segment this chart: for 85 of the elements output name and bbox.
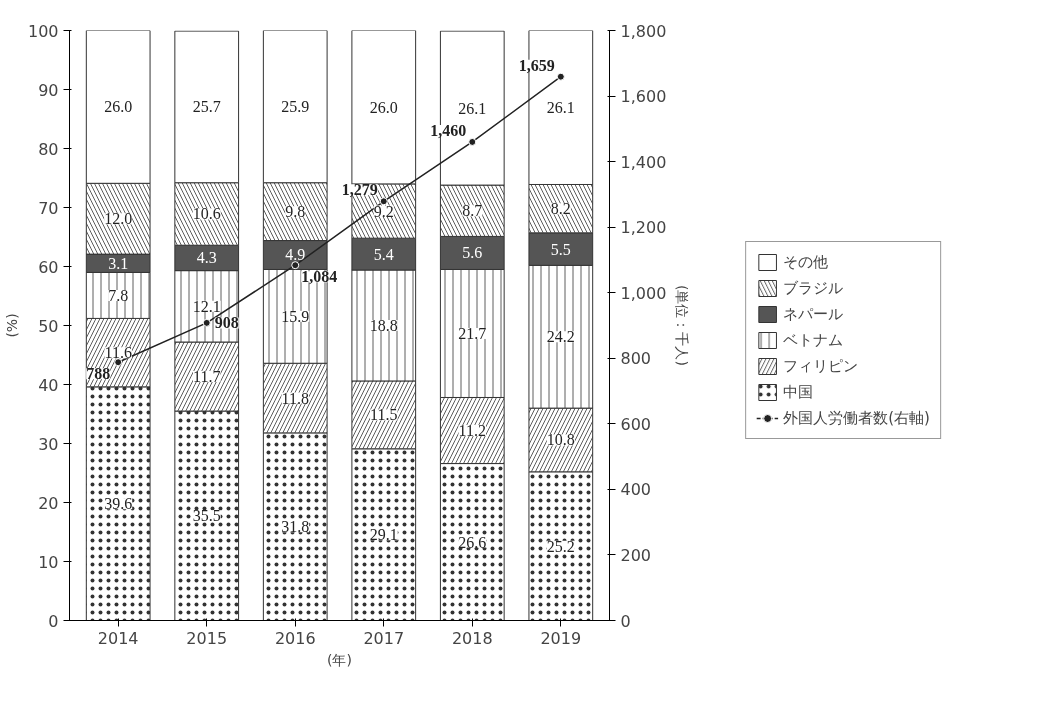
data-label: 4.9: [285, 246, 306, 264]
y2-tick-label: 200: [620, 545, 652, 565]
x-tick-label: 2015: [186, 628, 228, 648]
legend-label: ブラジル: [783, 278, 844, 298]
data-label: 788: [86, 365, 111, 383]
data-label: 25.2: [546, 537, 575, 555]
data-label: 11.5: [370, 406, 398, 424]
data-label: 25.9: [281, 97, 310, 115]
data-label: 31.8: [281, 518, 310, 536]
data-label: 5.5: [550, 240, 571, 258]
point: [114, 358, 123, 367]
y-tick-label: 90: [38, 80, 59, 100]
y2-tick-label: 0: [620, 611, 631, 631]
legend-label: 外国人労働者数(右軸): [783, 408, 930, 428]
point: [556, 72, 565, 81]
data-label: 10.8: [546, 431, 575, 449]
data-label: 8.2: [550, 200, 571, 218]
y-tick-label: 70: [38, 198, 59, 218]
data-label: 9.8: [285, 203, 306, 221]
data-label: 11.7: [193, 368, 221, 386]
y-tick-label: 10: [38, 552, 59, 572]
data-label: 18.8: [369, 317, 398, 334]
y-axis-title: (%): [3, 313, 20, 338]
data-label: 11.2: [458, 422, 486, 440]
data-label: 15.9: [281, 307, 310, 325]
y2-axis-title: (単位：千人): [674, 285, 691, 366]
data-label: 26.1: [546, 99, 575, 116]
y2-tick-label: 1,800: [620, 21, 667, 41]
legend-label: フィリピン: [783, 356, 859, 376]
data-label: 1,279: [341, 181, 378, 199]
data-label: 11.6: [104, 344, 132, 362]
data-label: 908: [214, 314, 239, 332]
data-label: 4.3: [196, 249, 217, 267]
data-label: 11.8: [281, 389, 309, 407]
y-tick-label: 80: [38, 139, 59, 159]
x-tick-label: 2016: [274, 628, 316, 648]
legend-label: ベトナム: [783, 330, 844, 350]
x-tick-label: 2014: [97, 628, 139, 648]
data-label: 12.1: [192, 297, 221, 315]
y-tick-label: 0: [48, 611, 59, 631]
data-label: 10.6: [192, 205, 221, 223]
data-label: 1,460: [430, 121, 467, 139]
x-tick-label: 2019: [540, 628, 582, 648]
y2-tick-label: 1,600: [620, 87, 667, 107]
point: [291, 261, 300, 270]
y-tick-label: 50: [38, 316, 59, 336]
x-tick-label: 2018: [451, 628, 493, 648]
point: [379, 197, 388, 206]
x-tick-label: 2017: [363, 628, 405, 648]
y2-tick-label: 800: [620, 349, 652, 369]
data-label: 5.4: [373, 245, 394, 263]
data-label: 29.1: [369, 526, 398, 544]
y2-tick-label: 1,000: [620, 283, 667, 303]
point: [202, 318, 211, 327]
data-label: 7.8: [108, 286, 129, 304]
data-label: 26.6: [458, 533, 487, 551]
data-label: 26.0: [104, 98, 133, 116]
data-label: 1,084: [301, 268, 338, 286]
y-tick-label: 100: [27, 21, 59, 41]
y-tick-label: 60: [38, 257, 59, 277]
legend-label: その他: [783, 252, 829, 272]
data-label: 26.1: [458, 99, 487, 117]
y-tick-label: 20: [38, 493, 59, 513]
y2-tick-label: 600: [620, 414, 652, 434]
data-label: 25.7: [192, 98, 221, 116]
data-label: 8.7: [462, 202, 483, 220]
data-label: 1,659: [518, 56, 555, 74]
legend-label: 中国: [783, 382, 814, 402]
y-tick-label: 30: [38, 434, 59, 454]
data-label: 3.1: [108, 254, 129, 272]
y2-tick-label: 400: [620, 480, 652, 500]
data-label: 39.6: [104, 495, 133, 513]
data-label: 24.2: [546, 328, 575, 346]
data-label: 9.2: [373, 202, 394, 220]
data-label: 21.7: [458, 324, 487, 342]
x-axis-title: (年): [327, 651, 352, 668]
legend-label: ネパール: [783, 304, 844, 324]
point: [468, 137, 477, 146]
data-label: 5.6: [462, 244, 483, 262]
y-tick-label: 40: [38, 375, 59, 395]
data-label: 26.0: [369, 98, 398, 116]
y2-tick-label: 1,400: [620, 152, 667, 172]
data-label: 35.5: [192, 507, 221, 525]
y2-tick-label: 1,200: [620, 218, 667, 238]
data-label: 12.0: [104, 210, 133, 228]
